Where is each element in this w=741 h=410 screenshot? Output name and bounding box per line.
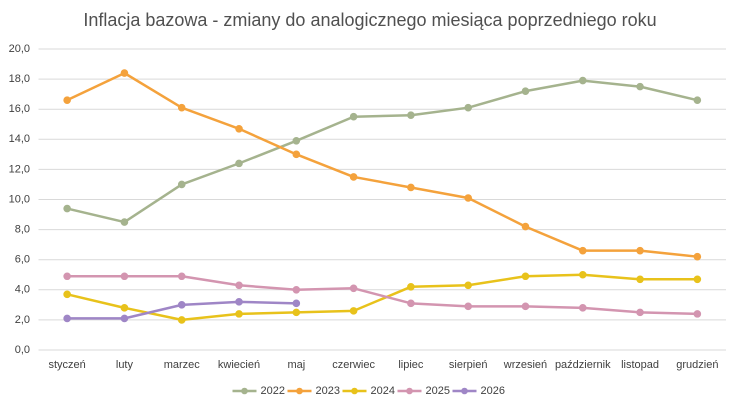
x-tick-label: luty — [116, 359, 134, 371]
legend-label: 2024 — [371, 385, 395, 397]
x-tick-label: lipiec — [398, 359, 424, 371]
legend-label: 2026 — [481, 385, 505, 397]
x-tick-label: listopad — [621, 359, 659, 371]
point — [636, 275, 644, 284]
point — [292, 299, 301, 308]
point — [235, 159, 243, 168]
x-tick-label: wrzesień — [503, 359, 547, 371]
point — [407, 111, 415, 120]
point — [120, 304, 129, 312]
point — [407, 183, 415, 192]
point — [349, 307, 358, 315]
point — [349, 173, 358, 181]
point — [521, 87, 530, 95]
y-tick-label: 20,0 — [9, 43, 30, 55]
chart-title: Inflacja bazowa - zmiany do analogiczneg… — [83, 10, 656, 30]
point — [349, 284, 358, 293]
x-tick-label: marzec — [164, 359, 201, 371]
y-tick-label: 4,0 — [15, 284, 30, 296]
x-tick-label: kwiecień — [218, 359, 260, 371]
x-tick-label: sierpień — [449, 359, 488, 371]
point — [464, 302, 472, 311]
point — [636, 246, 644, 255]
y-tick-label: 6,0 — [15, 254, 30, 266]
point — [177, 103, 186, 112]
legend-marker — [351, 387, 358, 395]
x-tick-label: październik — [555, 359, 611, 371]
point — [407, 282, 415, 291]
point — [177, 316, 186, 324]
point — [464, 103, 472, 112]
point — [63, 272, 71, 281]
point — [120, 69, 129, 77]
point — [177, 180, 186, 189]
point — [63, 314, 71, 323]
legend-marker — [406, 387, 413, 395]
point — [63, 204, 71, 213]
point — [177, 272, 186, 281]
point — [235, 310, 243, 318]
legend-label: 2022 — [261, 385, 285, 397]
legend-marker — [461, 387, 468, 395]
point — [636, 82, 644, 91]
point — [349, 112, 358, 121]
x-tick-label: styczeń — [48, 359, 85, 371]
y-tick-label: 16,0 — [9, 103, 30, 115]
point — [578, 246, 587, 255]
legend-label: 2025 — [426, 385, 450, 397]
y-tick-label: 0,0 — [15, 344, 30, 356]
point — [693, 275, 702, 284]
point — [120, 218, 129, 226]
y-tick-label: 12,0 — [9, 163, 30, 175]
point — [235, 281, 243, 290]
y-tick-label: 8,0 — [15, 224, 30, 236]
point — [464, 281, 472, 290]
point — [407, 299, 415, 308]
point — [292, 137, 301, 145]
series-line — [67, 275, 698, 316]
point — [464, 194, 472, 202]
y-tick-label: 10,0 — [9, 193, 30, 205]
legend-marker — [241, 387, 248, 395]
series-line — [66, 71, 698, 258]
legend-marker — [296, 387, 303, 395]
point — [235, 124, 243, 133]
series-line — [66, 79, 698, 224]
point — [578, 270, 587, 279]
point — [120, 314, 129, 323]
point — [578, 76, 587, 85]
point — [521, 302, 530, 311]
y-tick-label: 2,0 — [15, 314, 30, 326]
series-line — [66, 273, 698, 322]
point — [693, 310, 702, 318]
point — [63, 290, 71, 299]
point — [693, 96, 702, 104]
point — [578, 304, 587, 312]
point — [177, 301, 186, 309]
x-tick-label: grudzień — [676, 359, 718, 371]
point — [63, 96, 71, 104]
point — [636, 308, 644, 317]
point — [521, 222, 530, 231]
y-tick-label: 14,0 — [9, 133, 30, 145]
point — [292, 150, 301, 159]
x-tick-label: czerwiec — [332, 359, 375, 371]
legend-label: 2023 — [316, 385, 340, 397]
point — [521, 272, 530, 281]
point — [292, 286, 301, 294]
point — [235, 298, 243, 306]
point — [292, 308, 301, 317]
point — [693, 252, 702, 261]
y-tick-label: 18,0 — [9, 73, 30, 85]
x-tick-label: maj — [287, 359, 305, 371]
point — [120, 272, 129, 281]
